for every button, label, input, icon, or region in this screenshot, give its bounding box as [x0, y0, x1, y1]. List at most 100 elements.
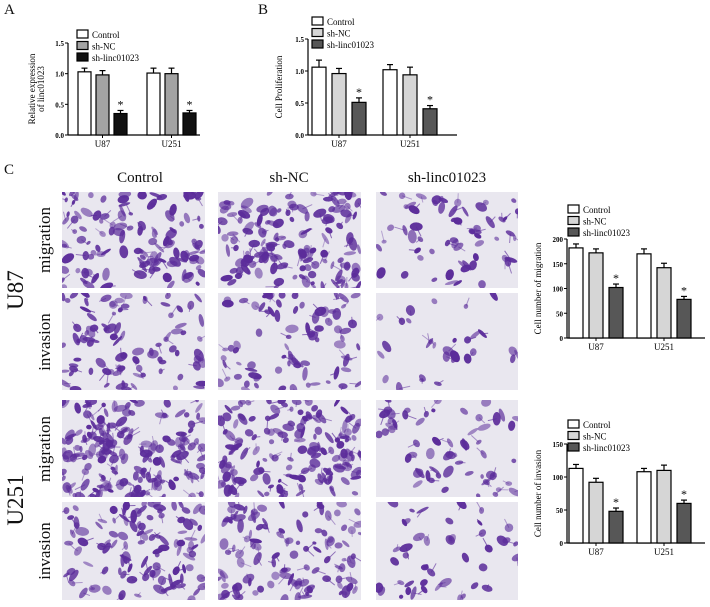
- y-tick-label: 1.0: [55, 71, 64, 79]
- y-axis-label: Cell number of migration: [533, 242, 543, 334]
- bar-sh-linc01023: [113, 112, 128, 136]
- legend-label: Control: [92, 30, 120, 40]
- x-tick-label: U87: [588, 547, 604, 557]
- y-tick-label: 150: [553, 261, 564, 269]
- bar-sh-linc01023: [676, 502, 692, 544]
- bar-Control: [636, 471, 652, 544]
- micrograph-invasion: [376, 293, 518, 390]
- y-tick-label: 1.5: [295, 36, 304, 44]
- legend-swatch: [567, 419, 580, 429]
- x-tick-label: U251: [654, 547, 674, 557]
- micrograph-invasion: [218, 293, 361, 390]
- micrograph-migration: [376, 192, 518, 288]
- significance-marker: *: [118, 97, 124, 111]
- bar-sh-NC: [588, 252, 604, 339]
- y-tick-label: 150: [553, 441, 564, 449]
- significance-marker: *: [613, 271, 619, 285]
- y-axis-label: Relative expression: [27, 53, 37, 124]
- legend-swatch: [311, 27, 324, 38]
- bar-sh-NC: [588, 481, 604, 544]
- y-tick-label: 0: [560, 540, 564, 548]
- legend-swatch: [567, 430, 580, 441]
- bar-sh-linc01023: [422, 108, 438, 136]
- bar-sh-NC: [95, 74, 110, 136]
- panel-label-c: C: [4, 162, 15, 178]
- bar-Control: [382, 69, 398, 136]
- legend-label: Control: [327, 17, 355, 27]
- x-tick-label: U87: [95, 139, 111, 149]
- legend-swatch: [567, 442, 580, 452]
- legend-swatch: [311, 16, 324, 26]
- y-tick-label: 0.5: [295, 100, 304, 108]
- micrograph-migration: [376, 400, 518, 497]
- column-header-sh-linc01023: sh-linc01023: [407, 170, 487, 186]
- column-header-sh-nc: sh-NC: [269, 170, 309, 186]
- bar-Control: [311, 66, 327, 136]
- bar-sh-NC: [331, 72, 347, 136]
- significance-marker: *: [427, 93, 433, 107]
- bar-Control: [77, 71, 92, 136]
- legend-label: sh-NC: [327, 29, 351, 39]
- y-tick-label: 100: [553, 474, 564, 482]
- micrograph-migration: [218, 400, 361, 497]
- legend-label: sh-NC: [583, 217, 607, 227]
- legend-label: sh-linc01023: [583, 443, 630, 453]
- legend-label: Control: [583, 420, 611, 430]
- legend-swatch: [76, 40, 89, 51]
- bar-sh-NC: [402, 74, 418, 136]
- significance-marker: *: [356, 85, 362, 99]
- y-axis-label: of linc01023: [36, 66, 46, 112]
- x-tick-label: U251: [162, 139, 182, 149]
- legend-swatch: [76, 52, 89, 62]
- y-axis-label: Cell number of invasion: [533, 449, 543, 537]
- x-tick-label: U87: [331, 139, 347, 149]
- significance-marker: *: [681, 487, 687, 501]
- micrograph-invasion: [62, 502, 205, 600]
- y-tick-label: 0.0: [55, 132, 64, 140]
- legend-label: sh-linc01023: [92, 53, 139, 63]
- micrograph-migration: [218, 192, 361, 288]
- y-tick-label: 50: [556, 507, 564, 515]
- y-tick-label: 1.5: [55, 40, 64, 48]
- legend-label: sh-NC: [583, 432, 607, 442]
- legend-label: sh-linc01023: [583, 228, 630, 238]
- legend-label: sh-linc01023: [327, 40, 374, 50]
- micrograph-invasion: [376, 502, 518, 600]
- y-tick-label: 50: [556, 310, 564, 318]
- bar-Control: [146, 72, 161, 136]
- bar-sh-linc01023: [608, 286, 624, 339]
- bar-sh-linc01023: [676, 298, 692, 339]
- y-tick-label: 1.0: [295, 68, 304, 76]
- x-tick-label: U87: [588, 342, 604, 352]
- legend-swatch: [567, 215, 580, 226]
- legend-swatch: [567, 204, 580, 214]
- y-tick-label: 100: [553, 286, 564, 294]
- y-axis-label: Cell Proliferation: [274, 55, 284, 118]
- legend-swatch: [567, 227, 580, 237]
- bar-sh-NC: [164, 73, 179, 136]
- bar-Control: [636, 253, 652, 339]
- column-header-control: Control: [117, 170, 163, 186]
- bar-sh-linc01023: [182, 112, 197, 136]
- panel-label-b: B: [258, 2, 269, 18]
- micrograph-invasion: [62, 293, 205, 390]
- y-tick-label: 200: [553, 236, 564, 244]
- y-tick-label: 0: [560, 335, 564, 343]
- bar-sh-NC: [656, 267, 672, 339]
- x-tick-label: U251: [654, 342, 674, 352]
- significance-marker: *: [613, 495, 619, 509]
- legend-swatch: [311, 39, 324, 49]
- micrograph-migration: [62, 192, 205, 288]
- legend-swatch: [76, 29, 89, 39]
- legend-label: sh-NC: [92, 42, 116, 52]
- y-tick-label: 0.5: [55, 101, 64, 109]
- bar-sh-NC: [656, 469, 672, 544]
- legend-label: Control: [583, 205, 611, 215]
- bar-Control: [568, 467, 584, 544]
- significance-marker: *: [187, 97, 193, 111]
- bar-Control: [568, 247, 584, 339]
- bar-sh-linc01023: [351, 101, 367, 136]
- significance-marker: *: [681, 283, 687, 297]
